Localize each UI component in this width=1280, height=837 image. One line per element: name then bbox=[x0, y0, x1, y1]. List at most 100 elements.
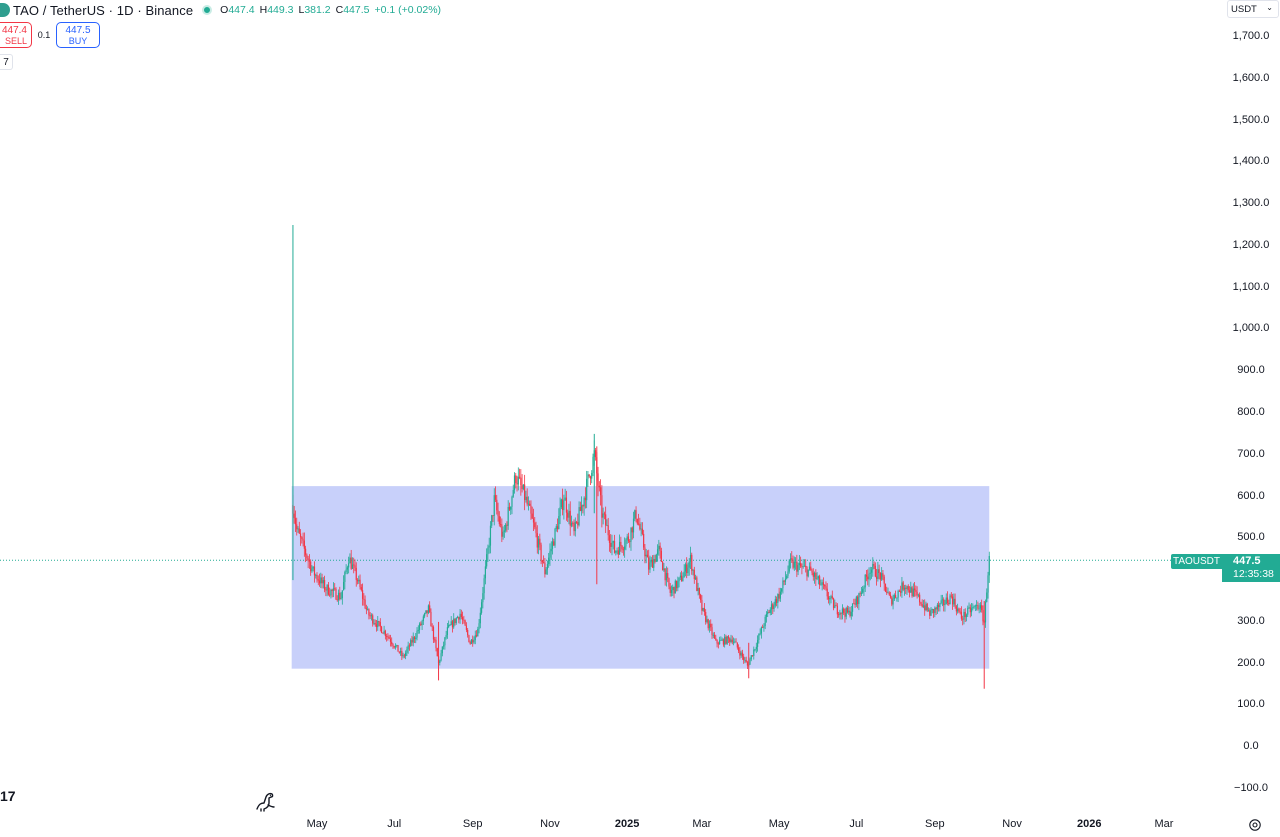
candle bbox=[901, 577, 903, 598]
candle bbox=[826, 583, 828, 600]
candle bbox=[986, 588, 988, 603]
candle bbox=[430, 608, 432, 627]
candle bbox=[634, 509, 636, 522]
candle bbox=[908, 586, 911, 598]
candle bbox=[801, 563, 803, 575]
candle bbox=[591, 470, 593, 484]
candle bbox=[553, 538, 555, 546]
candle bbox=[501, 518, 503, 543]
market-status-icon[interactable] bbox=[202, 5, 213, 15]
candle bbox=[448, 620, 450, 629]
candle bbox=[700, 593, 702, 603]
candle bbox=[893, 593, 895, 602]
tradingview-logo[interactable]: 17 bbox=[0, 788, 16, 804]
candle bbox=[449, 624, 451, 626]
price-tick-label: 1,600.0 bbox=[1232, 71, 1270, 84]
candle bbox=[510, 506, 512, 515]
candle bbox=[543, 555, 545, 564]
candle bbox=[426, 610, 428, 618]
candle bbox=[744, 657, 746, 664]
buy-button[interactable]: 447.5 BUY bbox=[56, 22, 100, 48]
candle bbox=[384, 629, 386, 640]
candle bbox=[863, 585, 865, 596]
candle bbox=[953, 593, 955, 607]
candle bbox=[751, 655, 754, 657]
candle bbox=[849, 607, 851, 618]
candle bbox=[727, 634, 730, 644]
candle bbox=[643, 529, 645, 551]
candle bbox=[540, 542, 542, 565]
settings-icon[interactable] bbox=[1248, 818, 1262, 832]
candle bbox=[764, 614, 766, 630]
candle bbox=[508, 502, 511, 511]
candle bbox=[787, 565, 789, 579]
candle bbox=[330, 588, 332, 599]
candle bbox=[311, 565, 313, 573]
candle bbox=[484, 559, 486, 585]
candle bbox=[298, 521, 300, 535]
symbol-title[interactable]: TAO / TetherUS · 1D · Binance bbox=[13, 2, 194, 18]
candle bbox=[886, 586, 888, 596]
candle bbox=[535, 521, 537, 538]
candle bbox=[345, 564, 347, 575]
candle bbox=[403, 653, 405, 659]
dino-icon[interactable] bbox=[254, 790, 276, 812]
candle bbox=[382, 632, 384, 634]
candle bbox=[572, 521, 574, 527]
candle bbox=[421, 619, 423, 631]
candle bbox=[979, 602, 982, 613]
candle bbox=[812, 568, 814, 581]
candle bbox=[612, 540, 614, 550]
candle bbox=[405, 650, 407, 660]
candle bbox=[931, 608, 933, 614]
candle bbox=[562, 488, 564, 516]
candle bbox=[444, 636, 446, 650]
candle bbox=[440, 649, 442, 662]
candle bbox=[683, 564, 685, 578]
candle bbox=[858, 592, 860, 611]
buy-price: 447.5 bbox=[65, 25, 91, 36]
candle bbox=[707, 618, 709, 631]
time-tick-label: Mar bbox=[692, 818, 712, 830]
candle bbox=[872, 557, 874, 577]
last-price-value: 447.5 bbox=[1233, 555, 1261, 567]
candle bbox=[321, 573, 323, 589]
candle bbox=[651, 555, 654, 568]
candle bbox=[536, 525, 538, 554]
quantity-field[interactable]: 7 bbox=[0, 54, 13, 70]
candle bbox=[843, 607, 845, 616]
candle bbox=[549, 543, 551, 566]
candle bbox=[326, 584, 328, 597]
candle bbox=[427, 604, 430, 615]
candle bbox=[850, 606, 852, 620]
candle bbox=[878, 564, 880, 580]
candle bbox=[927, 607, 930, 612]
candle bbox=[887, 587, 889, 594]
candle bbox=[981, 599, 983, 613]
candle bbox=[641, 522, 643, 536]
candle bbox=[813, 571, 816, 584]
ohlc-low-label: L bbox=[298, 4, 305, 16]
candle bbox=[349, 553, 351, 564]
candle bbox=[668, 577, 670, 590]
sell-button[interactable]: 447.4 SELL bbox=[0, 22, 32, 48]
sell-label: SELL bbox=[4, 36, 27, 46]
candle bbox=[497, 502, 499, 522]
candle bbox=[745, 656, 747, 663]
candle bbox=[777, 593, 779, 609]
candle bbox=[618, 534, 621, 555]
candle bbox=[921, 599, 923, 608]
currency-dropdown[interactable]: USDT ⌄ bbox=[1227, 0, 1279, 18]
candle bbox=[586, 470, 588, 509]
candle bbox=[521, 474, 523, 493]
candle bbox=[665, 566, 668, 587]
range-box[interactable] bbox=[291, 486, 990, 669]
ohlc-close: 447.5 bbox=[343, 4, 370, 16]
candle bbox=[458, 616, 460, 624]
candle bbox=[982, 605, 984, 626]
candle bbox=[464, 619, 466, 626]
candle bbox=[900, 585, 902, 597]
candle bbox=[845, 606, 847, 620]
candle bbox=[301, 536, 303, 544]
